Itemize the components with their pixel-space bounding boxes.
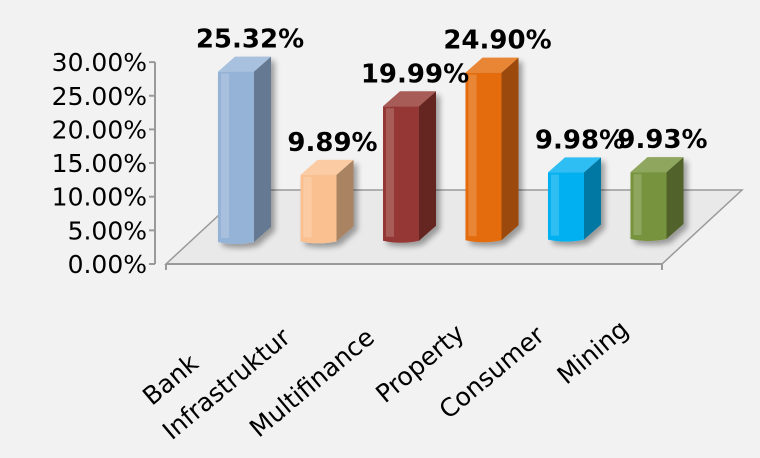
bar-multifinance bbox=[383, 91, 436, 243]
y-tick-label: 15.00% bbox=[52, 149, 147, 178]
bar-side bbox=[501, 57, 519, 241]
y-tick-label: 20.00% bbox=[52, 115, 147, 144]
bar-highlight bbox=[551, 174, 559, 236]
y-axis: 0.00% 5.00% 10.00% 15.00% 20.00% 25.00% 30.00% bbox=[52, 48, 156, 279]
y-tick-label: 25.00% bbox=[52, 82, 147, 111]
bar-highlight bbox=[303, 176, 312, 238]
x-axis-labels: BankInfrastrukturMultifinancePropertyCon… bbox=[137, 314, 634, 445]
data-labels: 25.32% 9.89% 19.99%24.90% 9.98%9.93% bbox=[196, 25, 708, 158]
bar-top bbox=[218, 56, 271, 72]
data-label: 9.93% bbox=[617, 125, 707, 155]
data-label: 9.98% bbox=[535, 125, 625, 155]
bar-highlight bbox=[386, 108, 394, 237]
y-tick-label: 10.00% bbox=[52, 183, 147, 212]
data-label: 25.32% bbox=[196, 25, 304, 55]
bar-consumer bbox=[548, 157, 601, 242]
bar-mining bbox=[630, 157, 684, 241]
bar-side bbox=[419, 91, 436, 241]
bar-side bbox=[254, 56, 271, 242]
bar-top bbox=[300, 159, 354, 175]
data-label: 19.99% bbox=[361, 59, 469, 89]
y-tick-label: 5.00% bbox=[68, 216, 147, 245]
bar-side bbox=[666, 157, 684, 239]
y-tick-label: 0.00% bbox=[68, 250, 147, 279]
bar-top bbox=[465, 57, 519, 73]
bar-infrastruktur bbox=[300, 159, 354, 244]
bar-top bbox=[630, 157, 684, 173]
bar-property bbox=[465, 57, 519, 243]
bar-highlight bbox=[633, 174, 642, 235]
bar-highlight bbox=[468, 74, 477, 237]
bar-top bbox=[548, 157, 601, 173]
bar-side bbox=[584, 157, 601, 240]
y-tick-label: 30.00% bbox=[52, 48, 147, 77]
bars bbox=[218, 56, 684, 244]
bar-side bbox=[336, 159, 354, 242]
bar-top bbox=[383, 91, 436, 107]
data-label: 9.89% bbox=[287, 128, 377, 158]
bar-bank bbox=[218, 56, 271, 244]
bar-highlight bbox=[221, 73, 229, 238]
category-label: Mining bbox=[552, 314, 634, 390]
data-label: 24.90% bbox=[443, 26, 551, 56]
